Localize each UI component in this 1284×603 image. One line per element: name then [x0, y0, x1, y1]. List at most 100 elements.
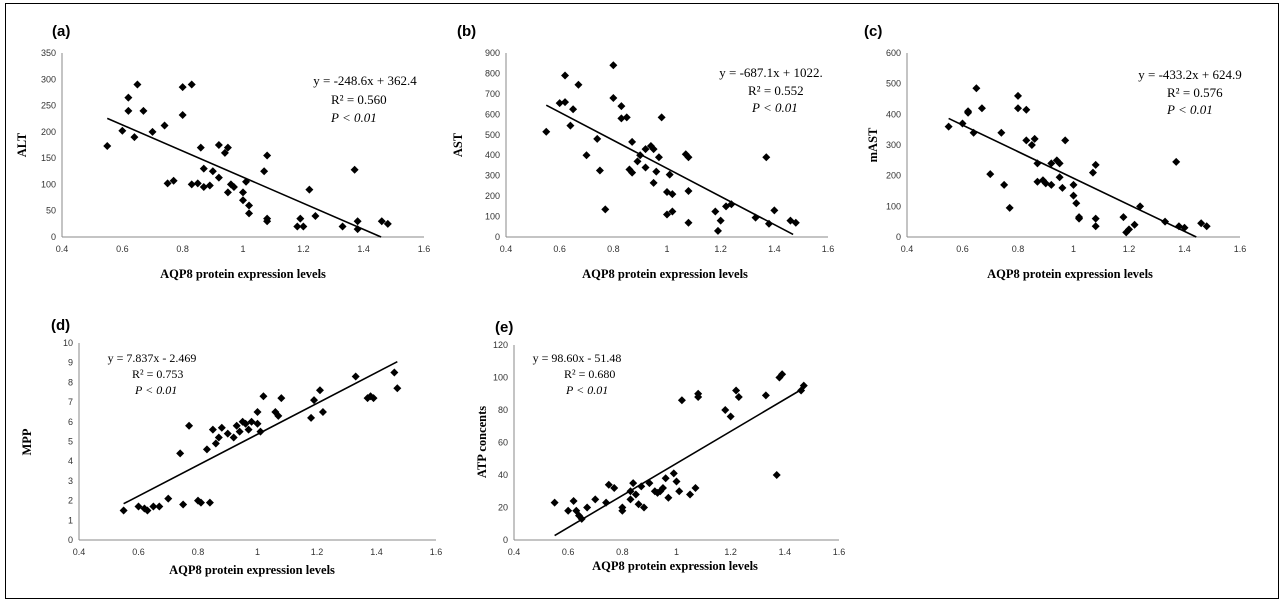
panel-label: (e) [495, 319, 513, 336]
data-point [245, 209, 254, 218]
data-point [208, 167, 217, 176]
data-point [727, 200, 736, 209]
data-point [646, 142, 655, 151]
x-tick-label: 0.6 [562, 547, 575, 557]
data-point [633, 157, 642, 166]
data-point [1136, 202, 1145, 211]
x-tick-label: 1.6 [430, 547, 443, 557]
data-point [318, 407, 327, 416]
regression-equation: y = -687.1x + 1022. [719, 65, 823, 80]
x-tick-label: 0.4 [73, 547, 86, 557]
data-point [214, 173, 223, 182]
trend-line [554, 387, 805, 537]
data-point [641, 163, 650, 172]
data-point [582, 151, 591, 160]
data-point [561, 71, 570, 80]
data-point [259, 392, 268, 401]
data-point [1005, 203, 1014, 212]
data-point [663, 210, 671, 219]
data-point [1091, 214, 1100, 223]
data-point [778, 370, 787, 379]
y-tick-label: 0 [68, 535, 73, 545]
data-point [133, 80, 142, 89]
p-value-label: P < 0.01 [751, 100, 798, 115]
data-point [1047, 159, 1056, 168]
data-point [160, 121, 169, 130]
y-tick-label: 7 [68, 397, 73, 407]
y-axis-title: AST [451, 132, 465, 157]
data-point [668, 207, 677, 216]
x-tick-label: 0.4 [56, 244, 69, 254]
data-point [626, 487, 635, 496]
y-tick-label: 1 [68, 515, 73, 525]
x-tick-label: 0.6 [132, 547, 145, 557]
data-point [196, 498, 205, 507]
p-value-label: P < 0.01 [134, 383, 177, 397]
data-point [155, 502, 164, 511]
data-point [610, 484, 619, 492]
x-tick-label: 1 [674, 547, 679, 557]
y-axis-title: ATP concents [475, 406, 489, 478]
data-point [977, 104, 986, 113]
data-point [310, 396, 319, 405]
data-point [223, 429, 232, 438]
x-tick-label: 0.6 [956, 244, 969, 254]
y-tick-label: 100 [493, 373, 508, 383]
data-point [1091, 160, 1100, 169]
data-point [591, 495, 600, 504]
r-squared-label: R² = 0.680 [564, 367, 615, 381]
data-point [178, 83, 187, 92]
y-tick-label: 40 [498, 470, 508, 480]
p-value-label: P < 0.01 [565, 383, 608, 397]
data-point [542, 127, 551, 136]
data-point [199, 183, 208, 192]
data-point [1072, 199, 1081, 208]
data-point [661, 474, 670, 483]
y-tick-label: 600 [886, 48, 901, 58]
y-tick-label: 5 [68, 437, 73, 447]
data-point [1069, 180, 1078, 189]
data-point [634, 500, 643, 509]
data-point [338, 222, 347, 231]
data-point [178, 111, 187, 120]
data-point [713, 226, 722, 235]
data-point [103, 142, 112, 151]
data-point [622, 113, 631, 122]
x-tick-label: 1.6 [418, 244, 431, 254]
data-point [383, 219, 392, 228]
data-point [229, 433, 238, 442]
data-point [214, 141, 223, 149]
data-point [636, 151, 645, 160]
data-point [232, 421, 241, 430]
data-point [239, 196, 247, 205]
data-point [1119, 213, 1128, 222]
data-point [654, 153, 663, 162]
data-point [732, 386, 741, 395]
data-point [377, 217, 386, 226]
data-point [1061, 136, 1070, 145]
data-point [721, 406, 730, 414]
y-tick-label: 80 [498, 405, 508, 415]
data-point [208, 425, 217, 434]
data-point [772, 471, 781, 479]
data-point [797, 386, 806, 395]
data-point [351, 372, 360, 381]
data-point [711, 207, 720, 216]
y-tick-label: 120 [493, 340, 508, 350]
x-tick-label: 1 [1071, 244, 1076, 254]
data-point [253, 407, 262, 416]
data-point [628, 137, 637, 146]
x-tick-label: 1.4 [779, 547, 792, 557]
data-point [1047, 180, 1056, 189]
y-tick-label: 600 [485, 109, 500, 119]
data-point [369, 394, 378, 403]
data-point [223, 143, 232, 152]
y-tick-label: 200 [41, 127, 56, 137]
data-point [143, 506, 152, 515]
data-point [964, 108, 973, 117]
data-point [645, 479, 654, 488]
data-point [944, 122, 953, 131]
data-point [217, 423, 226, 432]
y-tick-label: 60 [498, 438, 508, 448]
y-tick-label: 0 [896, 232, 901, 242]
